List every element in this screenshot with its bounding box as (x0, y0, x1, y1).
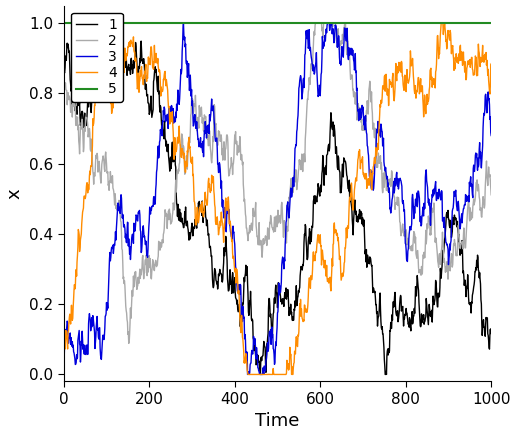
2 (148, 275, 154, 280)
4 (61, 354, 67, 360)
4 (468, 58, 474, 64)
4 (394, 70, 400, 75)
Y-axis label: x: x (6, 188, 24, 199)
3 (410, 205, 416, 211)
Line: 3: 3 (64, 23, 491, 375)
X-axis label: Time: Time (255, 412, 300, 430)
2 (87, 130, 93, 136)
1 (115, 31, 121, 37)
3 (395, 184, 401, 189)
1 (87, 94, 93, 99)
1 (488, 326, 494, 331)
4 (438, 20, 444, 26)
2 (439, 230, 445, 235)
3 (439, 218, 445, 224)
2 (312, 20, 318, 26)
3 (468, 184, 474, 189)
Line: 2: 2 (64, 23, 491, 344)
4 (148, 50, 154, 55)
Legend: 1, 2, 3, 4, 5: 1, 2, 3, 4, 5 (71, 13, 123, 102)
2 (61, 91, 67, 96)
Line: 1: 1 (64, 34, 491, 375)
3 (148, 211, 154, 217)
4 (87, 168, 93, 174)
1 (61, 73, 67, 78)
1 (410, 313, 416, 319)
2 (395, 195, 401, 201)
2 (410, 235, 416, 241)
5 (410, 20, 416, 26)
5 (439, 20, 445, 26)
5 (467, 20, 473, 26)
Line: 4: 4 (64, 23, 491, 375)
4 (439, 20, 445, 26)
3 (61, 354, 67, 360)
3 (488, 133, 494, 138)
1 (468, 310, 474, 316)
2 (488, 192, 494, 198)
5 (87, 20, 93, 26)
2 (126, 341, 132, 346)
5 (394, 20, 400, 26)
4 (245, 372, 251, 377)
5 (488, 20, 494, 26)
4 (410, 65, 416, 70)
2 (468, 217, 474, 222)
4 (488, 61, 494, 66)
5 (61, 20, 67, 26)
1 (257, 372, 264, 377)
1 (148, 93, 154, 99)
3 (245, 372, 251, 377)
5 (148, 20, 154, 26)
1 (395, 308, 401, 313)
1 (439, 251, 445, 256)
3 (87, 314, 93, 320)
3 (181, 20, 187, 26)
